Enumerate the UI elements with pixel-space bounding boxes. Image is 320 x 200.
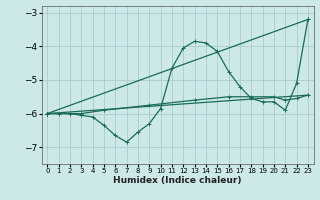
X-axis label: Humidex (Indice chaleur): Humidex (Indice chaleur) <box>113 176 242 185</box>
